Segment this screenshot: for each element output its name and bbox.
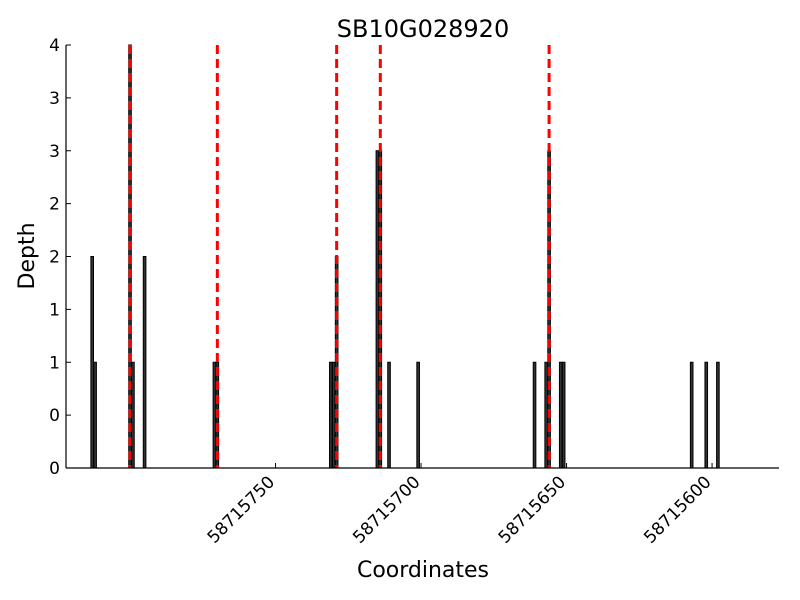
depth-bar (547, 150, 551, 469)
y-tick-label: 2 (49, 195, 60, 215)
depth-bar (331, 361, 336, 469)
y-tick-label: 1 (49, 353, 60, 373)
x-tick-label: 58715700 (349, 472, 424, 547)
depth-bar (544, 361, 548, 469)
y-tick-label: 4 (49, 36, 60, 56)
x-tick-label: 58715650 (495, 472, 570, 547)
bar-series (90, 44, 720, 469)
depth-bar (142, 256, 147, 469)
depth-bar (689, 361, 694, 469)
x-axis-label: Coordinates (357, 558, 489, 583)
depth-bar (131, 361, 135, 469)
y-tick-label: 2 (49, 248, 60, 268)
chart-title: SB10G028920 (337, 15, 509, 43)
axes (65, 45, 779, 469)
y-tick-label: 0 (49, 459, 60, 479)
depth-bar (212, 361, 217, 469)
depth-bar (532, 361, 537, 469)
x-tick-label: 58715750 (204, 472, 279, 547)
y-tick-label: 1 (49, 300, 60, 320)
depth-bar (375, 150, 380, 469)
depth-bar (93, 361, 97, 469)
depth-bar (387, 361, 391, 469)
depth-bar (558, 361, 563, 469)
depth-bar (416, 361, 420, 469)
y-tick-label: 3 (49, 89, 60, 109)
x-axis-ticks: 58715750 58715700 58715650 58715600 (204, 463, 716, 548)
y-tick-label: 3 (49, 142, 60, 162)
y-tick-label: 0 (49, 406, 60, 426)
depth-bar (704, 361, 709, 469)
depth-bar (716, 361, 720, 469)
depth-bar (378, 150, 383, 469)
depth-bar (90, 256, 94, 469)
y-axis-label: Depth (15, 222, 40, 289)
y-axis-ticks: 0 0 1 1 2 2 3 3 4 (49, 36, 71, 479)
x-tick-label: 58715600 (640, 472, 715, 547)
depth-bar (329, 361, 333, 469)
marker-lines (128, 45, 551, 468)
depth-bar (561, 361, 566, 469)
